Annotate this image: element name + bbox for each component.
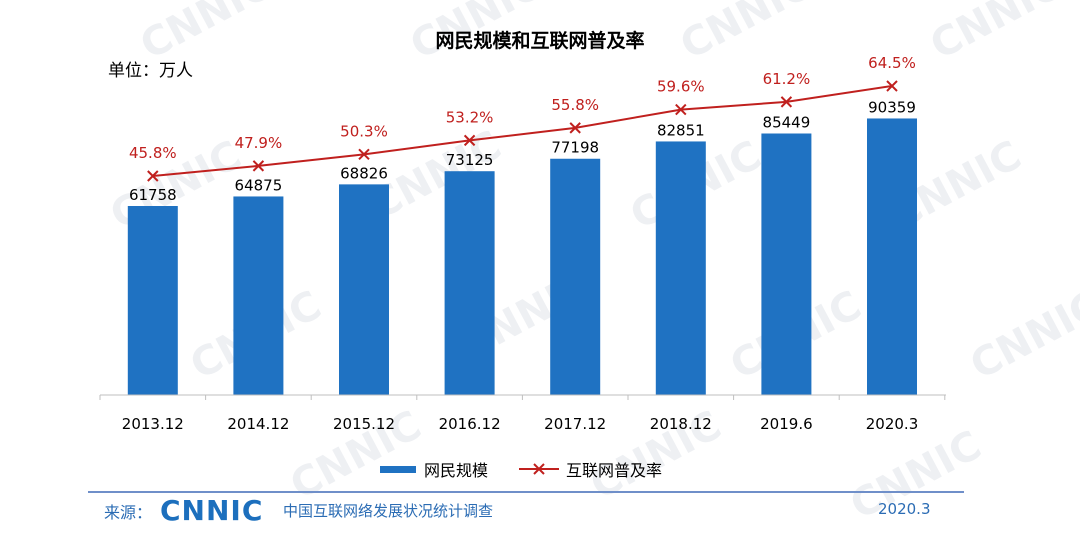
bar-value-label: 85449: [763, 113, 811, 131]
rate-marker: [358, 148, 370, 161]
legend: 网民规模 互联网普及率: [380, 461, 662, 480]
rate-label: 47.9%: [235, 134, 283, 152]
category-label: 2013.12: [122, 415, 184, 433]
bar-2017.12: [550, 158, 601, 395]
category-label: 2020.3: [866, 415, 919, 433]
rate-label: 64.5%: [868, 54, 916, 72]
category-label: 2016.12: [439, 415, 501, 433]
rate-label: 53.2%: [446, 108, 494, 126]
category-label: 2019.6: [760, 415, 813, 433]
bar-value-label: 73125: [446, 151, 494, 169]
rate-label: 45.8%: [129, 144, 177, 162]
category-labels: 2013.12 2014.12 2015.12 2016.12 2017.12 2018.…: [122, 415, 918, 433]
bar-value-label: 77198: [551, 139, 599, 157]
category-label: 2015.12: [333, 415, 395, 433]
source-text: 中国互联网络发展状况统计调查: [283, 502, 494, 520]
legend-bar-label: 网民规模: [424, 461, 488, 480]
rate-marker: [569, 122, 581, 134]
rate-labels: 45.8% 47.9% 50.3% 53.2% 55.8% 59.6% 61.2% 64.5%: [129, 54, 916, 162]
bar-2014.12: [233, 196, 284, 395]
bar-2016.12: [444, 171, 495, 395]
legend-line-label: 互联网普及率: [566, 461, 662, 480]
rate-marker: [252, 160, 265, 172]
footer-divider: [88, 491, 964, 493]
rate-label: 55.8%: [551, 96, 599, 114]
rate-line: [152, 85, 893, 177]
unit-label: 单位：万人: [108, 61, 193, 81]
bars: [127, 118, 917, 395]
bar-2020.3: [867, 118, 917, 395]
x-tick-marks: [99, 395, 946, 400]
rate-marker: [147, 170, 159, 182]
bar-2018.12: [655, 141, 706, 395]
bar-value-label: 61758: [129, 186, 177, 204]
bar-value-label: 90359: [868, 98, 916, 116]
bar-value-label: 82851: [657, 121, 705, 139]
rate-marker: [886, 80, 898, 92]
bar-value-labels: 61758 64875 68826 73125 77198 82851 85449 90359: [129, 98, 916, 204]
chart-title: 网民规模和互联网普及率: [435, 30, 645, 52]
category-label: 2018.12: [650, 415, 712, 433]
legend-line-marker: [533, 463, 545, 475]
bar-value-label: 64875: [235, 176, 283, 194]
source-label: 来源：: [104, 503, 153, 522]
legend-bar-swatch: [380, 466, 416, 473]
rate-label: 59.6%: [657, 78, 705, 96]
bar-value-label: 68826: [340, 164, 388, 182]
category-label: 2017.12: [544, 415, 606, 433]
cnnic-logo: CNNIC: [160, 494, 264, 527]
rate-line-group: [147, 80, 898, 182]
rate-marker: [675, 103, 687, 116]
bar-2019.6: [761, 133, 812, 395]
rate-label: 50.3%: [340, 122, 388, 140]
footer-date: 2020.3: [878, 500, 931, 518]
rate-label: 61.2%: [763, 70, 811, 88]
rate-marker: [780, 96, 793, 108]
category-label: 2014.12: [227, 415, 289, 433]
rate-marker: [463, 134, 476, 147]
bar-2015.12: [339, 184, 389, 395]
watermark-logo: CNNIC: [963, 282, 1080, 389]
bar-2013.12: [127, 206, 178, 395]
